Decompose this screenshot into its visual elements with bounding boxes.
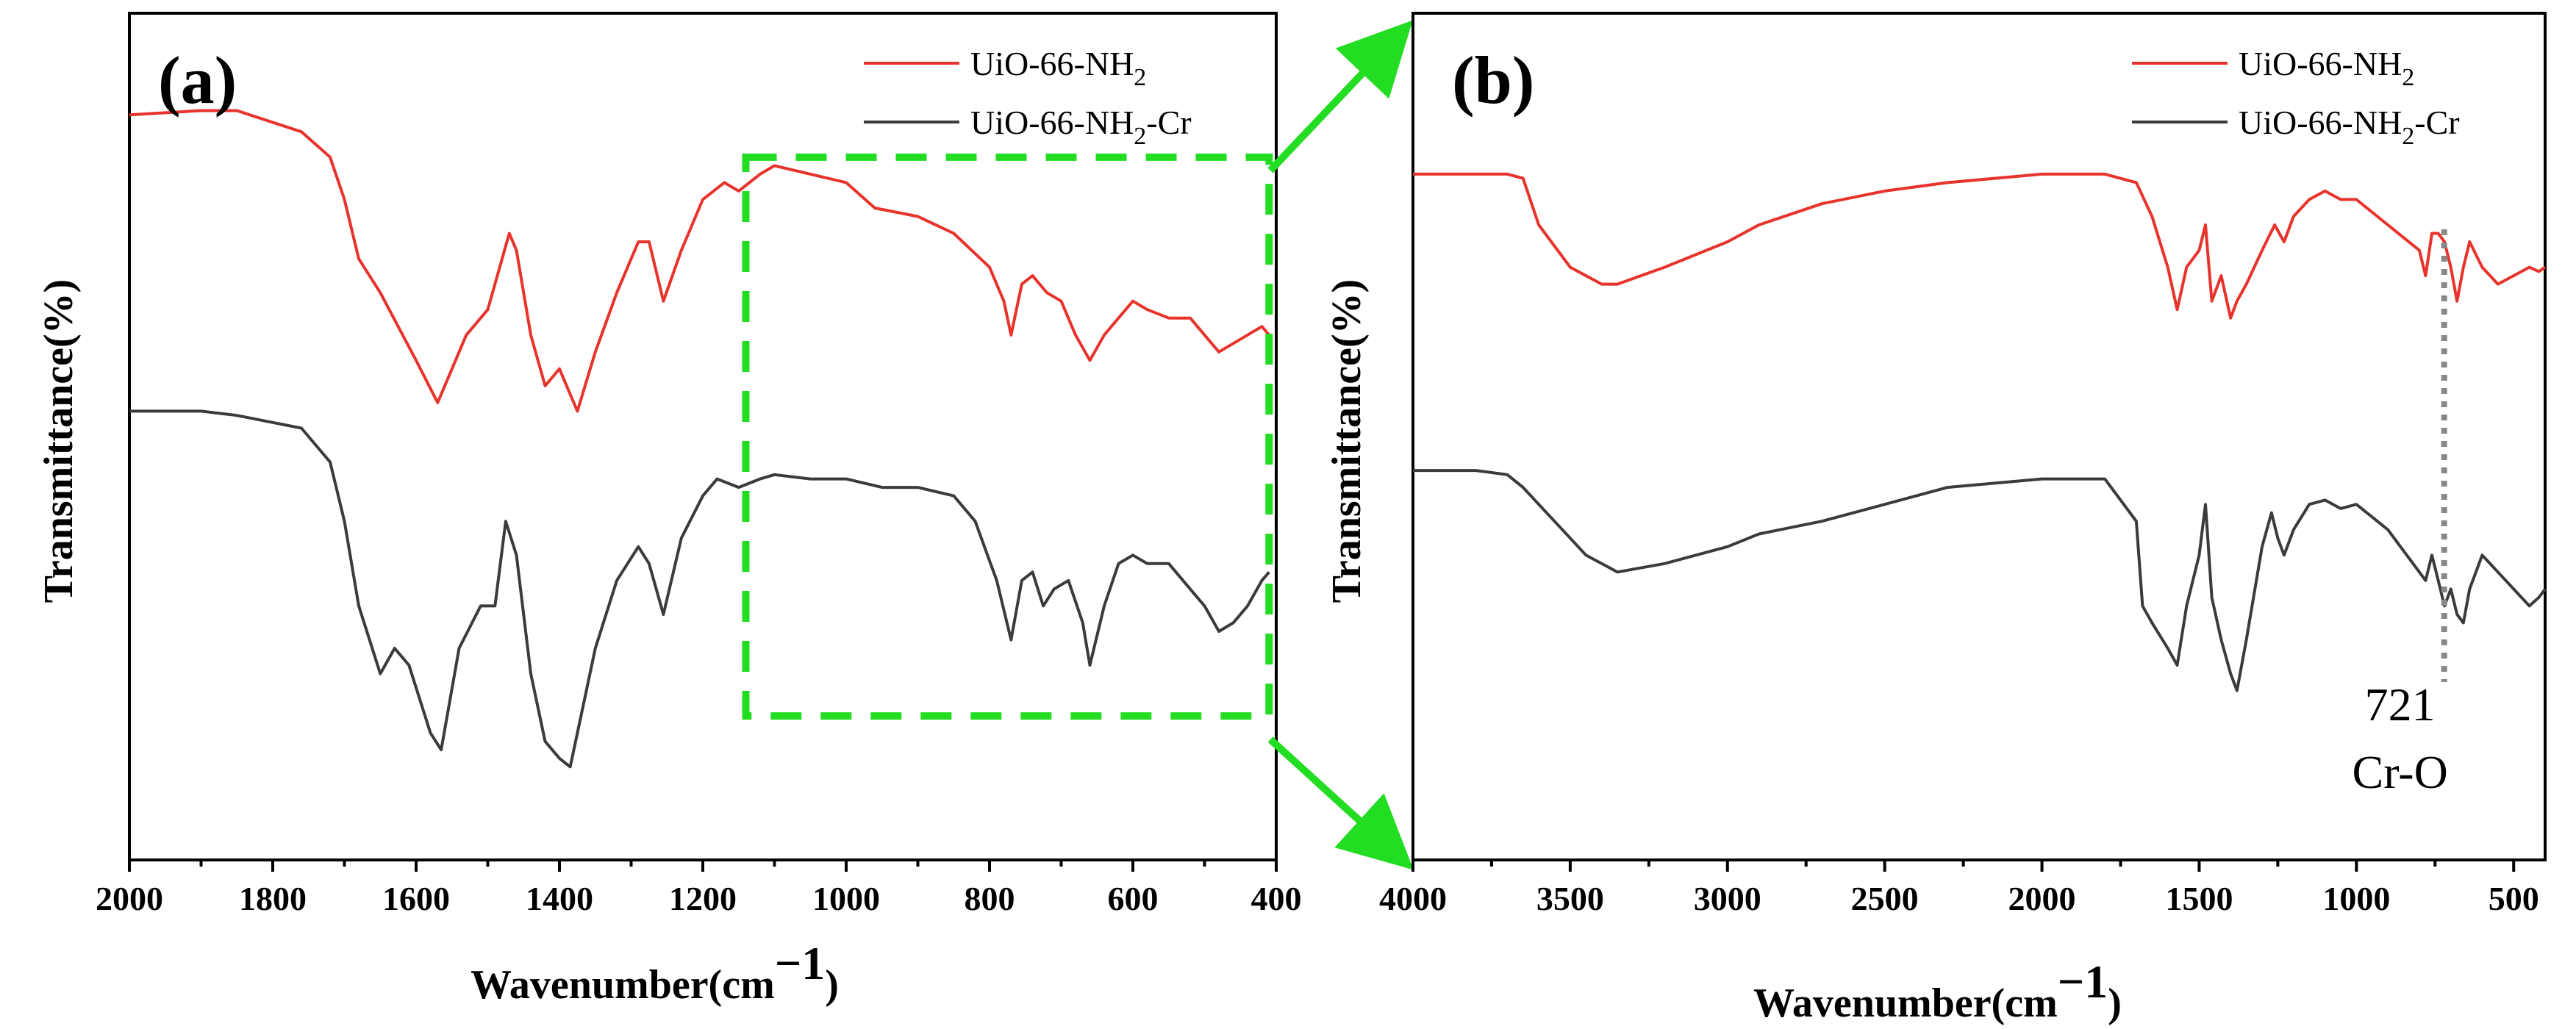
cr-o-bond-label: Cr-O — [2353, 746, 2448, 798]
x-tick-label: 500 — [2489, 880, 2539, 917]
panel-b-plot-frame — [1412, 12, 2547, 861]
panel-b-series — [1413, 172, 2547, 692]
series-line-unio-66-nh2-cr — [1413, 469, 2547, 692]
series-line-unio-66-nh2-cr — [129, 409, 1270, 769]
panel-a-chart: 2000 1800 1600 1400 1200 1000 800 600 400 (a) Wa… — [36, 12, 1302, 1008]
cr-o-wavenumber-label: 721 — [2365, 678, 2436, 731]
panel-b-y-axis-title: Transmittance(%) — [1324, 279, 1370, 603]
panel-b-label: (b) — [1452, 43, 1534, 118]
x-tick-label: 1400 — [526, 880, 593, 917]
x-tick-label: 1800 — [239, 880, 307, 917]
x-tick-label: 1200 — [669, 880, 737, 917]
panel-a-series — [129, 109, 1270, 769]
x-tick-label: 1600 — [382, 880, 450, 917]
panel-a-x-axis-title: Wavenumber(cm−1) — [471, 937, 839, 1008]
panel-a-legend: UiO-66-NH2 UiO-66-NH2-Cr — [864, 45, 1192, 150]
x-tick-label: 400 — [1251, 880, 1302, 917]
zoom-arrow-bottom — [1267, 736, 1414, 870]
x-tick-label: 600 — [1108, 880, 1159, 917]
legend-b-label-unio-cr: UiO-66-NH2-Cr — [2239, 104, 2460, 150]
x-tick-label: 800 — [965, 880, 1015, 917]
panel-a-y-axis-title: Transmittance(%) — [36, 279, 82, 603]
x-tick-label: 1500 — [2165, 880, 2233, 917]
panel-b-legend: UiO-66-NH2 UiO-66-NH2-Cr — [2132, 45, 2460, 150]
zoom-arrow-top — [1267, 20, 1413, 173]
panel-b-chart: 4000 3500 3000 2500 2000 1500 1000 500 (b) Wave… — [1324, 12, 2547, 1026]
legend-b-label-unio: UiO-66-NH2 — [2239, 45, 2414, 91]
series-line-unio-66-nh2 — [129, 109, 1270, 413]
x-tick-label: 2000 — [2008, 880, 2076, 917]
panel-b-x-axis-title: Wavenumber(cm−1) — [1753, 956, 2122, 1026]
series-line-unio-66-nh2 — [1413, 172, 2547, 320]
x-tick-label: 3000 — [1694, 880, 1761, 917]
legend-a-label-unio-cr: UiO-66-NH2-Cr — [970, 104, 1192, 150]
panel-a-x-ticks: 2000 1800 1600 1400 1200 1000 800 600 400 — [96, 860, 1302, 917]
x-tick-label: 2000 — [96, 880, 163, 917]
panel-b-x-ticks: 4000 3500 3000 2500 2000 1500 1000 500 — [1379, 860, 2539, 917]
x-tick-label: 1000 — [812, 880, 880, 917]
x-tick-label: 2500 — [1851, 880, 1919, 917]
x-tick-label: 1000 — [2322, 880, 2390, 917]
zoom-region-box — [742, 153, 1273, 720]
panel-a-label: (a) — [158, 43, 237, 118]
x-tick-label: 3500 — [1536, 880, 1604, 917]
x-tick-label: 4000 — [1379, 880, 1447, 917]
legend-a-label-unio: UiO-66-NH2 — [970, 45, 1146, 91]
